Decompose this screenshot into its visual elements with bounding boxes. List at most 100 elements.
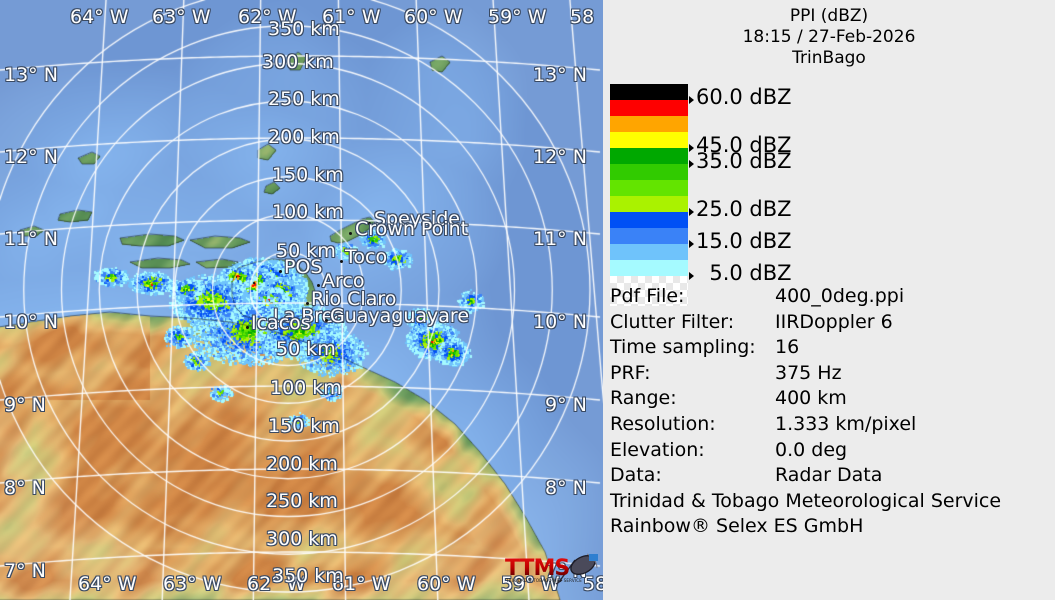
- city-marker-7: [325, 319, 328, 322]
- city-label-3: POS: [284, 256, 323, 278]
- info-key: Elevation:: [610, 438, 705, 461]
- longitude-label-bottom-1: 63° W: [163, 573, 222, 595]
- legend-swatch-6: [610, 180, 688, 196]
- latitude-label-right-3: 10° N: [533, 311, 587, 333]
- info-key: Data:: [610, 464, 662, 487]
- city-marker-8: [246, 326, 249, 329]
- longitude-label-top-0: 64° W: [70, 6, 129, 28]
- radar-map-canvas[interactable]: [0, 0, 603, 600]
- ttms-logo: TTMS TRINIDAD & TOBAGO MET SERVICE: [505, 552, 600, 594]
- info-row-7: Data: Radar Data: [610, 464, 1050, 490]
- product-datetime: 18:15 / 27-Feb-2026: [742, 27, 916, 47]
- longitude-label-top-5: 59° W: [488, 6, 547, 28]
- product-name: PPI (dBZ): [789, 6, 869, 26]
- longitude-label-bottom-4: 60° W: [417, 573, 476, 595]
- latitude-label-left-5: 8° N: [4, 477, 46, 499]
- legend-swatch-10: [610, 244, 688, 260]
- info-key: Resolution:: [610, 412, 716, 435]
- latitude-label-left-4: 9° N: [4, 394, 46, 416]
- city-marker-6: [268, 319, 271, 322]
- legend-label-5: 5.0 dBZ: [696, 261, 792, 285]
- legend-swatch-1: [610, 100, 688, 116]
- info-row-6: Elevation: 0.0 deg: [610, 439, 1050, 465]
- range-ring-label-6: 50 km: [276, 240, 336, 262]
- city-marker-1: [349, 232, 352, 235]
- range-ring-label-7: 50 km: [276, 338, 336, 360]
- info-row-5: Resolution: 1.333 km/pixel: [610, 413, 1050, 439]
- legend-tick-5: [689, 272, 694, 280]
- info-key: Time sampling:: [610, 336, 756, 359]
- radar-dish-icon: [555, 553, 598, 585]
- range-ring-label-2: 250 km: [268, 88, 340, 110]
- range-ring-label-9: 150 km: [268, 415, 340, 437]
- longitude-label-top-1: 63° W: [152, 6, 211, 28]
- info-value: Radar Data: [775, 464, 883, 487]
- info-value: 375 Hz: [775, 361, 842, 384]
- legend-swatch-5: [610, 164, 688, 180]
- longitude-label-bottom-0: 64° W: [78, 573, 137, 595]
- city-label-0: Speyside: [374, 208, 460, 230]
- range-ring-label-8: 100 km: [270, 377, 342, 399]
- product-title-block: PPI (dBZ) 18:15 / 27-Feb-2026 TrinBago: [603, 6, 1055, 69]
- longitude-label-bottom-5: 59° W: [501, 573, 560, 595]
- info-value: IIRDoppler 6: [775, 310, 893, 333]
- legend-swatch-4: [610, 148, 688, 164]
- info-key: PRF:: [610, 361, 651, 384]
- info-row-3: PRF: 375 Hz: [610, 362, 1050, 388]
- latitude-label-left-0: 13° N: [4, 64, 58, 86]
- radar-map-panel[interactable]: 64° W 63° W 62° W 61° W 60° W 59° W 58 64° W 63°…: [0, 0, 603, 600]
- info-key: Pdf File:: [610, 285, 685, 307]
- info-row-4: Range: 400 km: [610, 387, 1050, 413]
- info-row-0: Pdf File: 400_0deg.ppi: [610, 285, 1050, 311]
- legend-swatch-8: [610, 212, 688, 228]
- city-marker-4: [317, 284, 320, 287]
- latitude-label-right-2: 11° N: [533, 228, 587, 250]
- legend-label-1: 45.0 dBZ: [696, 133, 792, 157]
- range-ring-label-11: 250 km: [266, 490, 338, 512]
- legend-tick-3: [689, 208, 694, 216]
- range-ring-label-13: 350 km: [272, 565, 344, 587]
- city-label-8: Icacos: [251, 312, 311, 334]
- info-value: 0.0 deg: [775, 438, 848, 461]
- legend-swatch-2: [610, 116, 688, 132]
- info-side-panel: PPI (dBZ) 18:15 / 27-Feb-2026 TrinBago 6…: [603, 0, 1055, 600]
- info-value: 400 km: [775, 387, 847, 410]
- info-row-2: Time sampling: 16: [610, 336, 1050, 362]
- radar-site-name: TrinBago: [792, 48, 866, 68]
- legend-tick-2: [689, 160, 694, 168]
- info-key: Range:: [610, 387, 677, 410]
- range-ring-label-1: 300 km: [262, 51, 334, 73]
- longitude-label-bottom-3: 61° W: [332, 573, 391, 595]
- longitude-label-top-2: 62° W: [238, 6, 297, 28]
- scan-parameters-list: Pdf File: 400_0deg.ppi Clutter Filter: IIRD…: [610, 285, 1050, 541]
- info-row-1: Clutter Filter: IIRDoppler 6: [610, 311, 1050, 337]
- legend-swatch-transparent: [610, 276, 688, 306]
- range-ring-label-3: 200 km: [268, 126, 340, 148]
- info-value: 16: [775, 336, 800, 359]
- city-label-2: Toco: [345, 246, 388, 268]
- range-ring-label-0: 350 km: [268, 18, 340, 40]
- latitude-label-left-6: 7° N: [4, 560, 46, 582]
- city-label-4: Arco: [322, 270, 365, 292]
- latitude-label-left-3: 10° N: [4, 311, 58, 333]
- legend-tick-4: [689, 240, 694, 248]
- latitude-label-right-0: 13° N: [533, 64, 587, 86]
- longitude-label-top-6: 58: [570, 6, 595, 28]
- city-label-5: Rio Claro: [311, 288, 397, 310]
- longitude-label-bottom-6: 58: [583, 573, 603, 595]
- longitude-label-bottom-2: 62° W: [247, 573, 306, 595]
- latitude-label-right-5: 8° N: [545, 477, 587, 499]
- legend-label-0: 60.0 dBZ: [696, 85, 792, 109]
- software-vendor: Rainbow® Selex ES GmbH: [610, 515, 864, 538]
- info-value: 400_0deg.ppi: [775, 285, 905, 307]
- ttms-logo-text: TTMS: [505, 556, 570, 581]
- info-value: 1.333 km/pixel: [775, 412, 917, 435]
- range-ring-label-10: 200 km: [266, 453, 338, 475]
- legend-swatch-3: [610, 132, 688, 148]
- latitude-label-right-4: 9° N: [545, 394, 587, 416]
- city-marker-5: [306, 302, 309, 305]
- latitude-label-left-2: 11° N: [4, 228, 58, 250]
- latitude-label-left-1: 12° N: [4, 146, 58, 168]
- city-label-7: Guayaguayare: [330, 305, 470, 327]
